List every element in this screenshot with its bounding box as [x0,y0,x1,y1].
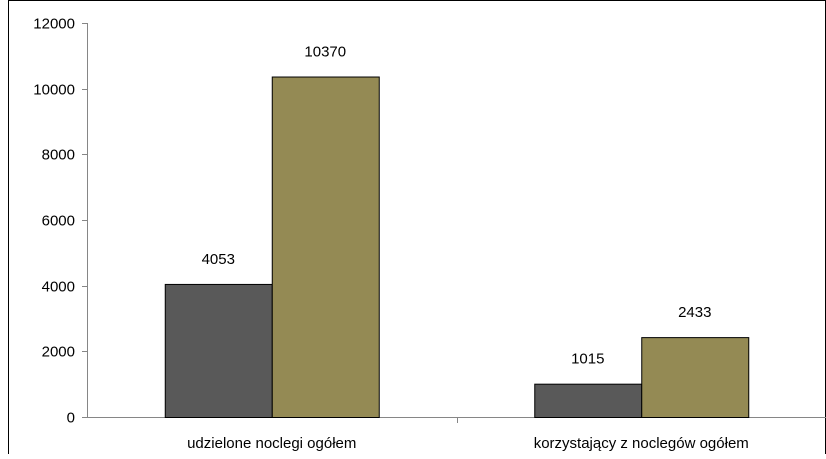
bar [641,337,750,418]
data-label: 2433 [678,304,711,321]
y-tick-label: 10000 [33,82,75,99]
bar [534,383,643,418]
data-label: 1015 [571,351,604,368]
y-tick-label: 6000 [42,213,75,230]
y-tick-label: 4000 [42,279,75,296]
y-tick-label: 2000 [42,344,75,361]
bar [164,283,273,419]
x-category-label: udzielone noclegi ogółem [187,435,356,452]
y-tick-label: 8000 [42,147,75,164]
y-tick-label: 0 [67,410,75,427]
data-label: 4053 [202,251,235,268]
bar [271,76,380,418]
x-category-label: korzystający z noclegów ogółem [534,435,749,452]
y-tick-label: 12000 [33,16,75,33]
data-label: 10370 [304,44,346,61]
